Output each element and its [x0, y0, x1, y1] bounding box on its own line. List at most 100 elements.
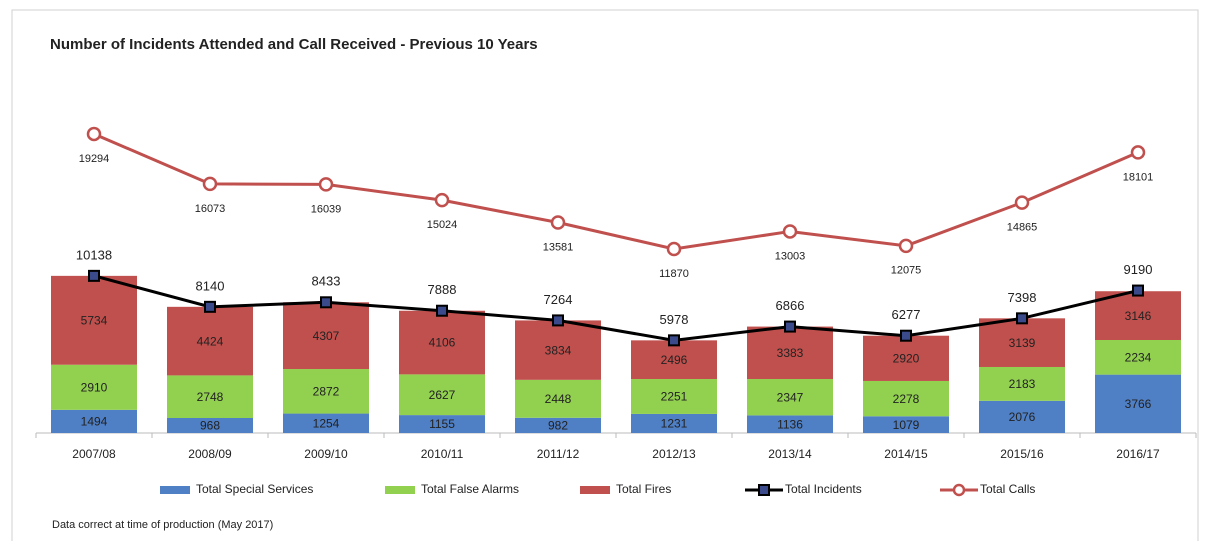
x-tick-label: 2015/16 [1000, 447, 1044, 461]
point-label: 18101 [1123, 171, 1154, 183]
marker [202, 176, 218, 192]
marker [898, 238, 914, 254]
legend-label: Total Incidents [785, 482, 862, 496]
x-tick-label: 2013/14 [768, 447, 812, 461]
bar-segment [979, 366, 1065, 401]
bar-label: 1494 [81, 415, 108, 429]
x-tick-label: 2007/08 [72, 447, 116, 461]
bar-label: 2347 [777, 390, 804, 404]
bar-label: 1231 [661, 417, 688, 431]
bar-segment [863, 380, 949, 417]
bar-label: 3146 [1125, 309, 1152, 323]
point-label: 16073 [195, 203, 226, 215]
bar-segment [283, 302, 369, 370]
bar-label: 3139 [1009, 336, 1036, 350]
x-tick-label: 2016/17 [1116, 447, 1160, 461]
bar-label: 2278 [893, 392, 920, 406]
point-label: 14865 [1007, 221, 1038, 233]
legend-swatch [580, 486, 610, 494]
line [93, 274, 1139, 342]
bar-label: 2627 [429, 388, 456, 402]
point-label: 9190 [1124, 262, 1153, 277]
chart-title: Number of Incidents Attended and Call Re… [50, 36, 538, 53]
marker [1132, 284, 1144, 297]
marker [86, 126, 102, 142]
bar-segment [515, 417, 601, 433]
bar-segment [399, 374, 485, 416]
point-label: 13581 [543, 241, 574, 253]
bar-label: 2183 [1009, 377, 1036, 391]
bar-label: 1079 [893, 418, 920, 432]
marker [552, 314, 564, 327]
bar-segment [631, 340, 717, 380]
marker [1014, 195, 1030, 210]
bar-segment [747, 415, 833, 433]
bar-label: 1155 [429, 417, 455, 431]
bar-label: 3834 [545, 343, 572, 357]
legend-label: Total Fires [616, 482, 671, 496]
footnote: Data correct at time of production (May … [52, 519, 273, 531]
point-label: 19294 [79, 153, 110, 165]
bar-label: 2076 [1009, 410, 1036, 424]
bar-segment [747, 379, 833, 416]
point-label: 7888 [428, 282, 457, 297]
x-tick-label: 2010/11 [421, 447, 464, 461]
bar-label: 4424 [197, 334, 224, 348]
bar-label: 5734 [81, 313, 108, 327]
bar-label: 2920 [893, 352, 920, 366]
point-label: 5978 [660, 312, 689, 327]
x-tick-label: 2009/10 [304, 447, 348, 461]
marker [782, 224, 798, 239]
legend-label: Total False Alarms [421, 482, 519, 496]
marker [318, 177, 334, 192]
bar-segment [167, 306, 253, 376]
bar-segment [631, 413, 717, 433]
bar-label: 1254 [313, 416, 340, 430]
bar-segment [747, 326, 833, 380]
point-label: 6277 [892, 307, 921, 322]
line [93, 132, 1139, 251]
point-label: 7398 [1008, 290, 1037, 305]
bar-label: 3766 [1125, 397, 1152, 411]
x-tick-label: 2008/09 [188, 447, 232, 461]
point-label: 10138 [76, 247, 112, 262]
x-tick-label: 2012/13 [652, 447, 696, 461]
bar-label: 2910 [81, 380, 108, 394]
point-label: 11870 [659, 268, 689, 280]
bar-segment [51, 275, 137, 365]
bar-label: 2748 [197, 390, 224, 404]
marker [550, 215, 566, 230]
bar-segment [515, 320, 601, 380]
bar-segment [979, 400, 1065, 433]
bar-label: 3383 [777, 346, 804, 360]
point-label: 8433 [312, 274, 341, 289]
bar-label: 2251 [661, 390, 688, 404]
bar-label: 968 [200, 419, 220, 433]
bar-segment [399, 310, 485, 375]
bar-segment [283, 369, 369, 414]
bar-label: 2448 [545, 392, 572, 406]
x-tick-label: 2011/12 [537, 447, 580, 461]
point-label: 13003 [775, 250, 806, 262]
bar-segment [1095, 291, 1181, 340]
bar-segment [167, 417, 253, 433]
bar-segment [863, 416, 949, 433]
bar-segment [167, 375, 253, 418]
x-tick-label: 2014/15 [884, 447, 928, 461]
bar-segment [515, 379, 601, 418]
bar-segment [399, 415, 485, 433]
legend-swatch [952, 483, 966, 497]
legend-swatch [385, 486, 415, 494]
point-label: 15024 [427, 219, 458, 231]
marker [900, 329, 912, 342]
point-label: 6866 [776, 298, 805, 313]
bar-segment [1095, 374, 1181, 433]
point-label: 7264 [544, 292, 573, 307]
bar-segment [631, 379, 717, 414]
marker [1130, 145, 1146, 160]
marker [1016, 312, 1028, 325]
legend-label: Total Special Services [196, 482, 313, 496]
bar-segment [863, 335, 949, 381]
marker [434, 192, 450, 208]
